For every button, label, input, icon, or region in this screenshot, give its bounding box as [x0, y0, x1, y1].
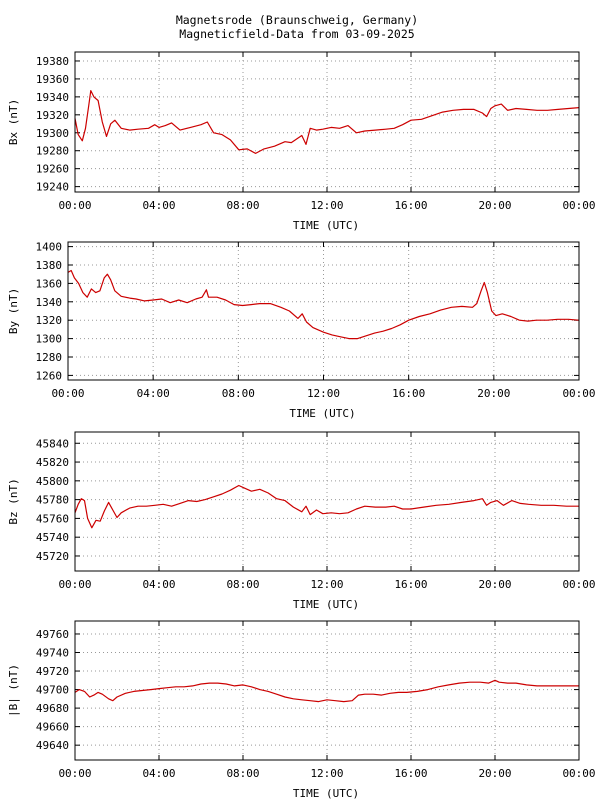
x-tick-label: 08:00 [222, 387, 255, 400]
y-tick-label: 19280 [36, 145, 69, 158]
y-tick-label: 1400 [36, 241, 63, 254]
y-tick-label: 19240 [36, 181, 69, 194]
y-axis-label: Bz (nT) [7, 478, 20, 524]
panel-4: 49640 49660 49680 49700 49720 49740 49760 00:00… [7, 620, 596, 800]
series-line [74, 679, 579, 703]
x-tick-label: 00:00 [58, 199, 91, 212]
x-tick-label: 08:00 [226, 767, 259, 780]
y-tick-label: 49680 [36, 702, 69, 715]
series-line [74, 89, 580, 154]
x-tick-label: 00:00 [51, 387, 84, 400]
x-tick-label: 20:00 [478, 199, 511, 212]
x-axis-label: TIME (UTC) [289, 407, 355, 420]
y-axis-label: By (nT) [7, 288, 20, 334]
y-tick-label: 49700 [36, 684, 69, 697]
x-tick-label: 12:00 [310, 199, 343, 212]
x-tick-label: 04:00 [142, 767, 175, 780]
chart-title: Magnetsrode (Braunschweig, Germany) [176, 13, 418, 27]
y-tick-label: 1260 [36, 369, 63, 382]
x-tick-label: 04:00 [142, 199, 175, 212]
y-tick-label: 45760 [36, 512, 69, 525]
y-tick-label: 19340 [36, 91, 69, 104]
plot-frame [67, 241, 580, 381]
y-tick-label: 45840 [36, 437, 69, 450]
x-axis-label: TIME (UTC) [293, 598, 359, 611]
x-tick-label: 20:00 [477, 387, 510, 400]
chart-subtitle: Magneticfield-Data from 03-09-2025 [179, 27, 414, 41]
x-tick-label: 00:00 [562, 387, 595, 400]
y-tick-label: 1280 [36, 351, 63, 364]
x-tick-label: 04:00 [142, 578, 175, 591]
plot-frame [74, 51, 580, 193]
y-tick-label: 19320 [36, 109, 69, 122]
x-tick-label: 16:00 [394, 199, 427, 212]
y-tick-label: 45800 [36, 475, 69, 488]
y-axis-label: |B| (nT) [7, 664, 20, 717]
x-tick-label: 16:00 [394, 767, 427, 780]
x-tick-label: 16:00 [394, 578, 427, 591]
y-tick-label: 45720 [36, 550, 69, 563]
y-tick-label: 49760 [36, 628, 69, 641]
x-tick-label: 16:00 [392, 387, 425, 400]
x-tick-label: 08:00 [226, 199, 259, 212]
x-tick-label: 12:00 [310, 767, 343, 780]
y-tick-label: 19360 [36, 73, 69, 86]
x-tick-label: 00:00 [562, 767, 595, 780]
x-axis-label: TIME (UTC) [293, 219, 359, 232]
plot-frame [74, 620, 580, 761]
x-tick-label: 00:00 [562, 578, 595, 591]
x-tick-label: 20:00 [478, 767, 511, 780]
y-tick-label: 49720 [36, 665, 69, 678]
y-tick-label: 49640 [36, 739, 69, 752]
panel-2: 1260 1280 1300 1320 1340 1360 1380 1400 00:00 04:… [7, 241, 596, 420]
x-axis-label: TIME (UTC) [293, 787, 359, 800]
x-tick-label: 00:00 [58, 578, 91, 591]
series-line [67, 269, 580, 340]
y-tick-label: 1380 [36, 259, 63, 272]
y-tick-label: 1300 [36, 333, 63, 346]
y-tick-label: 49660 [36, 721, 69, 734]
x-tick-label: 08:00 [226, 578, 259, 591]
y-tick-label: 19260 [36, 163, 69, 176]
x-tick-label: 04:00 [137, 387, 170, 400]
x-tick-label: 12:00 [307, 387, 340, 400]
series-line [74, 484, 579, 529]
y-tick-label: 19300 [36, 127, 69, 140]
panel-1: 19240 19260 19280 19300 19320 19340 19360 19380… [7, 51, 596, 232]
y-tick-label: 49740 [36, 647, 69, 660]
y-tick-label: 1320 [36, 314, 63, 327]
y-tick-label: 45820 [36, 456, 69, 469]
x-tick-label: 00:00 [58, 767, 91, 780]
y-tick-label: 1340 [36, 296, 63, 309]
panel-3: 45720 45740 45760 45780 45800 45820 45840 00:00… [7, 431, 596, 611]
y-tick-label: 1360 [36, 277, 63, 290]
x-tick-label: 00:00 [562, 199, 595, 212]
x-tick-label: 12:00 [310, 578, 343, 591]
y-tick-label: 45780 [36, 494, 69, 507]
x-tick-label: 20:00 [478, 578, 511, 591]
y-tick-label: 19380 [36, 55, 69, 68]
y-tick-label: 45740 [36, 531, 69, 544]
y-axis-label: Bx (nT) [7, 99, 20, 145]
plot-frame [74, 431, 580, 572]
